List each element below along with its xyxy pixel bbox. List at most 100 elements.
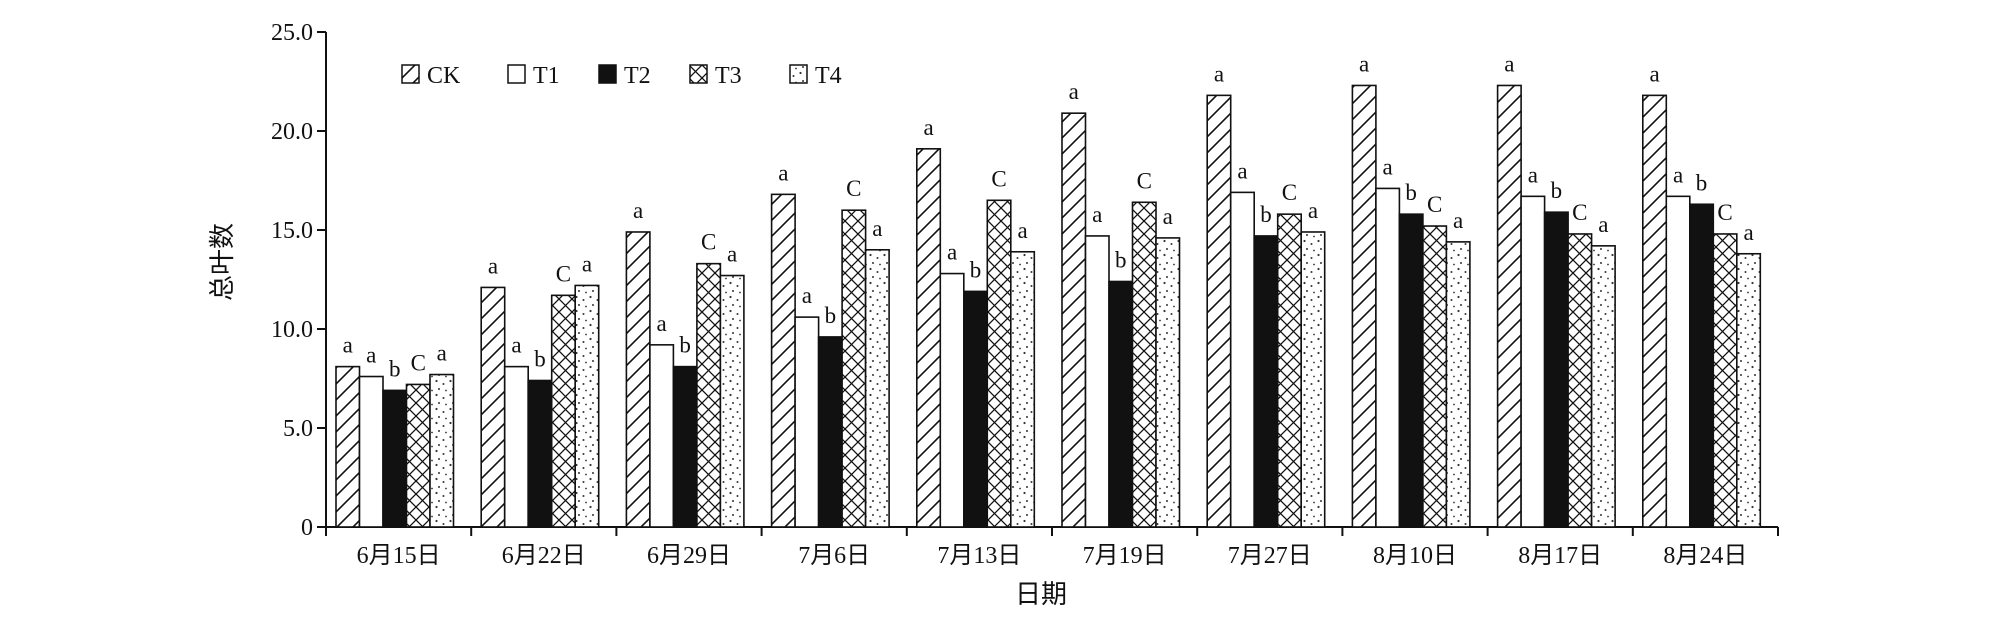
significance-label: a [1359,51,1369,76]
legend-label-t3: T3 [715,63,742,89]
significance-label: C [1572,200,1587,225]
bar-t2 [962,290,989,528]
bar-ck [915,148,942,528]
significance-label: C [991,166,1006,191]
legend-label-ck: CK [427,63,461,89]
significance-label: b [825,303,837,328]
bar-t4 [1736,252,1762,528]
bar-t3 [550,294,577,528]
significance-label: a [778,160,788,185]
legend-label-t4: T4 [815,63,842,89]
significance-label: a [1092,202,1102,227]
bar-t4 [1590,245,1616,528]
bar-t3 [405,383,431,528]
bar-t1 [358,375,384,528]
y-tick-label: 25.0 [271,20,313,46]
axes: 0 5.0 10.0 15.0 20.0 25.0 6月15日 6月22日 6月29日 7月6日 7… [271,20,1779,569]
significance-label: a [511,333,521,358]
significance-label: a [1598,212,1608,237]
significance-label: b [1405,180,1417,205]
bar-t1 [503,365,530,528]
bar-ck [1351,84,1377,528]
significance-label: a [1528,162,1538,187]
significance-label: a [727,242,737,267]
significance-label: b [1551,178,1563,203]
bar-t1 [1520,195,1546,528]
significance-label: a [923,115,933,140]
significance-label: a [1453,208,1463,233]
significance-label: a [1237,158,1247,183]
bar-t4 [574,284,600,528]
legend-swatch-t2 [598,64,617,84]
bar-t1 [1084,235,1110,528]
significance-label: b [679,333,691,358]
legend-label-t2: T2 [624,63,651,89]
bars [335,84,1762,528]
significance-label: a [437,341,447,366]
significance-label: a [1504,51,1514,76]
bar-t4 [719,274,745,528]
significance-label: b [1696,170,1708,195]
bar-ck [1642,94,1668,528]
bar-ck [480,286,506,528]
bar-t4 [864,249,890,528]
significance-label: a [947,240,957,265]
significance-label: a [802,283,812,308]
x-axis-title: 日期 [1015,580,1067,609]
bar-t3 [841,209,867,528]
x-tick-label: 7月19日 [1083,543,1167,569]
significance-label: a [343,333,353,358]
significance-label: C [1717,200,1732,225]
significance-label: C [1137,168,1152,193]
bar-ck [770,193,796,528]
bar-t2 [1253,235,1279,528]
x-tick-label: 7月13日 [937,543,1021,569]
bar-t2 [382,389,408,528]
significance-label: a [872,216,882,241]
bar-t2 [1689,203,1715,528]
significance-label: a [1383,154,1393,179]
significance-label: a [633,198,643,223]
bar-t4 [1445,241,1471,528]
bar-t1 [939,272,965,528]
x-tick-label: 8月10日 [1373,543,1457,569]
bar-t2 [672,365,698,528]
legend: CK T1 T2 T3 T4 [401,63,842,89]
significance-label: a [1017,218,1027,243]
bar-t1 [1375,187,1401,528]
significance-label: C [1282,180,1297,205]
y-tick-label: 5.0 [283,416,313,442]
significance-label: b [1260,202,1272,227]
significance-label: a [1673,162,1683,187]
significance-label: a [657,311,667,336]
significance-label: C [846,176,861,201]
significance-label: C [701,230,716,255]
significance-label: a [1214,61,1224,86]
bar-t2 [527,379,553,528]
bar-t1 [649,344,675,528]
bar-ck [1496,84,1522,528]
bar-t3 [1712,233,1738,528]
y-tick-label: 15.0 [271,218,313,244]
bar-t2 [817,336,843,528]
bar-t3 [1422,225,1448,528]
bar-t3 [986,199,1012,528]
bar-t3 [696,262,722,528]
y-tick-label: 0 [301,515,313,541]
bar-ck [1206,94,1232,528]
significance-label: a [1069,79,1079,104]
significance-label: b [970,257,982,282]
bar-t3 [1131,201,1157,528]
x-tick-label: 6月15日 [357,543,441,569]
bar-t3 [1567,233,1593,528]
bar-ck [335,365,361,528]
significance-label: a [488,253,498,278]
x-tick-label: 6月29日 [647,543,731,569]
x-tick-label: 8月24日 [1663,543,1747,569]
bar-t3 [1276,213,1302,528]
bar-t1 [794,316,820,528]
x-tick-label: 8月17日 [1518,543,1602,569]
significance-label: b [389,356,401,381]
